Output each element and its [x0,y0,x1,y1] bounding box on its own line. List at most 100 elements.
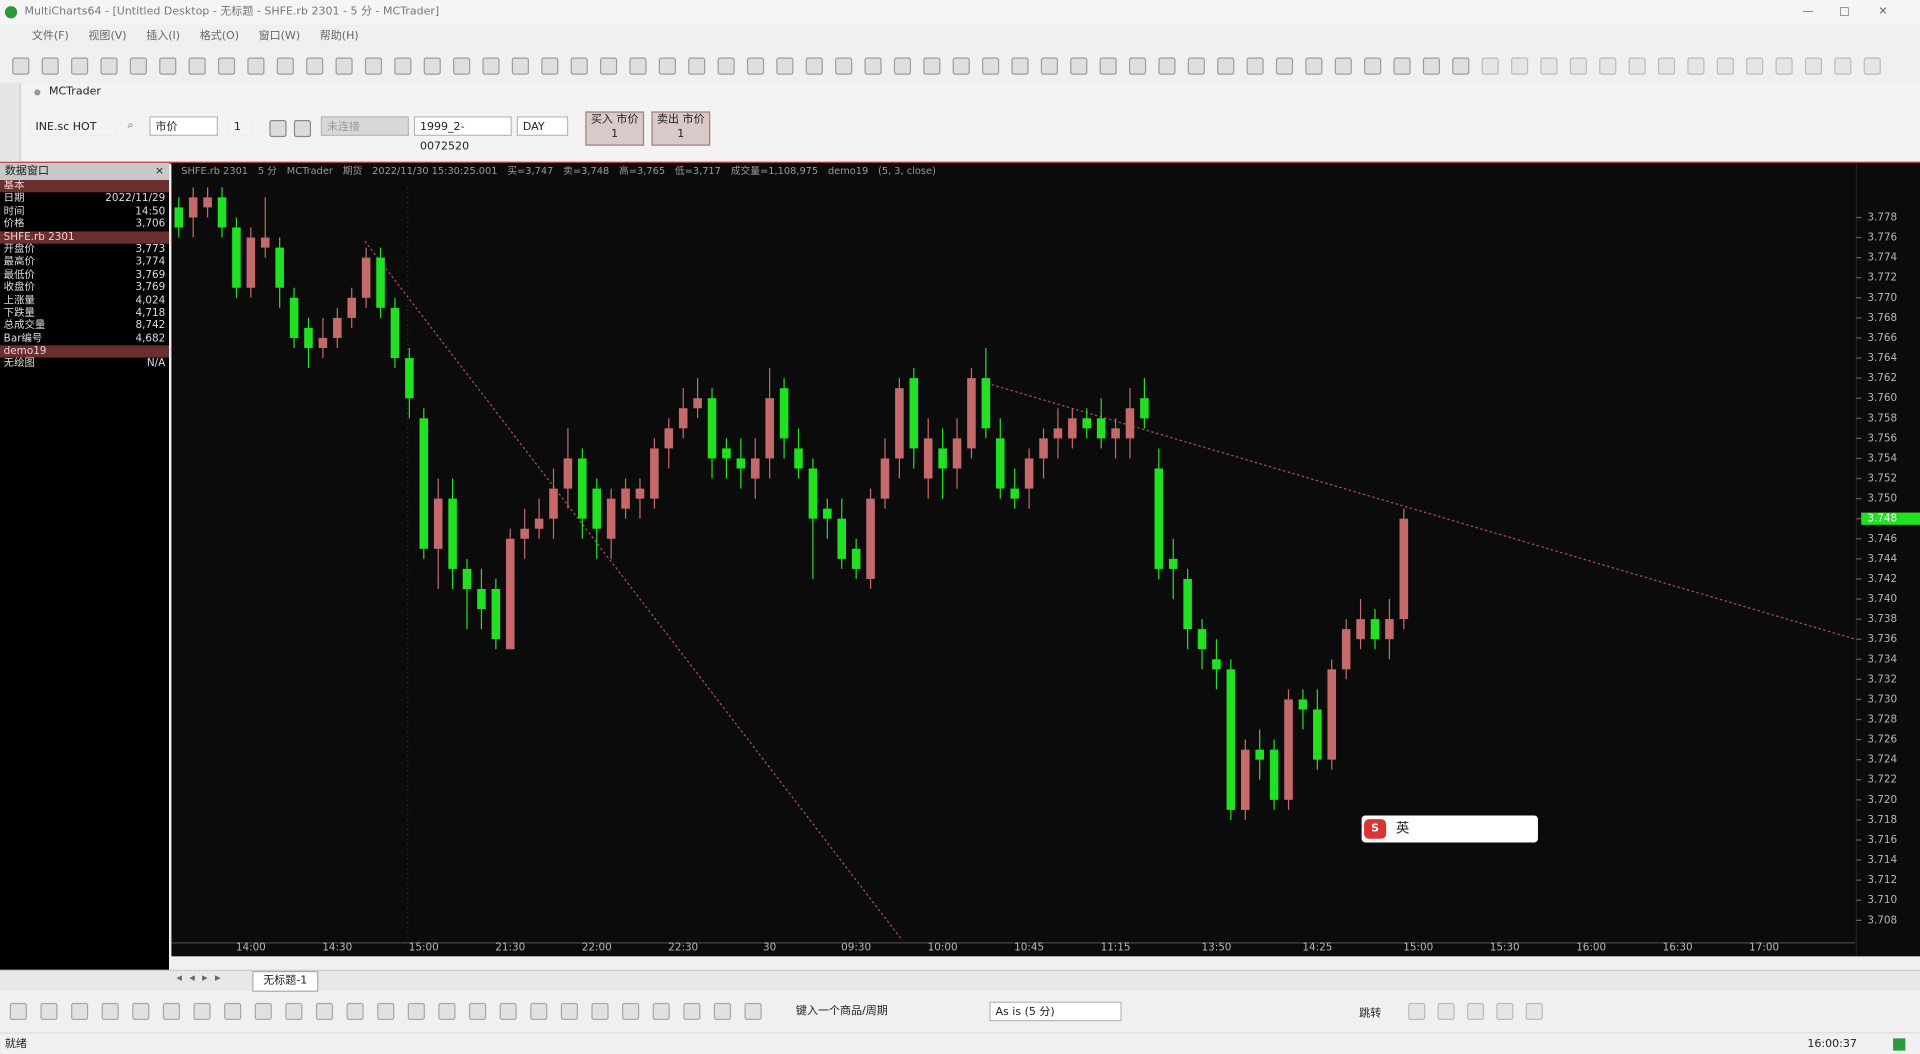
toolbar-button[interactable] [1187,57,1205,75]
toolbar-button[interactable] [1393,57,1411,75]
toolbar-button[interactable] [1217,57,1235,75]
ime-mode[interactable]: 英 [1395,820,1410,837]
drawing-tool[interactable] [744,1002,762,1021]
toolbar-button[interactable] [1364,57,1382,75]
toolbar-button[interactable] [1716,57,1734,75]
toolbar-button[interactable] [188,57,206,75]
toolbar-button[interactable] [71,57,89,75]
toolbar-button[interactable] [335,57,353,75]
toolbar-button[interactable] [1246,57,1264,75]
toolbar-button[interactable] [1481,57,1499,75]
toolbar-button[interactable] [100,57,118,75]
nav-button[interactable] [1466,1002,1485,1021]
drawing-tool[interactable] [560,1002,578,1021]
toolbar-button[interactable] [923,57,941,75]
toolbar-button[interactable] [1511,57,1529,75]
drawing-tool[interactable] [132,1002,150,1021]
toolbar-button[interactable] [1775,57,1793,75]
toolbar-button[interactable] [306,57,324,75]
toolbar-button[interactable] [717,57,735,75]
toolbar-button[interactable] [688,57,706,75]
toolbar-button[interactable] [541,57,559,75]
toolbar-button[interactable] [1099,57,1117,75]
order-type-select[interactable]: 市价 [149,116,218,136]
drawing-tool[interactable] [346,1002,364,1021]
jump-button[interactable]: 跳转 [1359,1007,1382,1021]
drawing-tool[interactable] [71,1002,89,1021]
drawing-tool[interactable] [377,1002,395,1021]
toolbar-button[interactable] [982,57,1000,75]
toolbar-button[interactable] [247,57,265,75]
drawing-tool[interactable] [683,1002,701,1021]
toolbar-button[interactable] [511,57,529,75]
toolbar-button[interactable] [658,57,676,75]
drawing-tool[interactable] [101,1002,119,1021]
drawing-tool[interactable] [40,1002,58,1021]
toolbar-button[interactable] [1334,57,1352,75]
toolbar-button[interactable] [482,57,500,75]
menu-item[interactable]: 窗口(W) [258,30,301,43]
toolbar-button[interactable] [1863,57,1881,75]
menu-item[interactable]: 视图(V) [88,30,127,43]
toolbar-button[interactable] [893,57,912,75]
symbol-field[interactable]: INE.sc HOT [29,116,118,136]
toolbar-button[interactable] [423,57,441,75]
toolbar-button[interactable] [570,57,588,75]
drawing-tool[interactable] [193,1002,211,1021]
toolbar-button[interactable] [1275,57,1294,75]
toolbar-button[interactable] [1628,57,1646,75]
menu-item[interactable]: 格式(O) [199,30,240,43]
toolbar-button[interactable] [1070,57,1088,75]
trend-line[interactable] [986,382,1856,640]
toolbar-button[interactable] [1746,57,1764,75]
toolbar-button[interactable] [394,57,412,75]
drawing-tool[interactable] [407,1002,425,1021]
trend-line[interactable] [364,240,903,941]
toolbar-button[interactable] [746,57,765,75]
drawing-tool[interactable] [315,1002,334,1021]
drawing-tool[interactable] [162,1002,181,1021]
toolbar-button[interactable] [629,57,647,75]
toolbar-button[interactable] [1040,57,1058,75]
toolbar-button[interactable] [1599,57,1617,75]
toolbar-button[interactable] [1128,57,1147,75]
sheet-tab[interactable]: 无标题-1 [252,971,319,992]
drawing-tool[interactable] [530,1002,548,1021]
quantity-field[interactable]: 1 [227,116,253,136]
toolbar-button[interactable] [1657,57,1676,75]
close-button[interactable]: ✕ [1878,6,1888,19]
maximize-button[interactable]: □ [1839,6,1850,19]
nav-button[interactable] [1525,1002,1543,1021]
toolbar-button[interactable] [1687,57,1705,75]
drawing-tool[interactable] [591,1002,609,1021]
symbol-input[interactable]: 键入一个商品/周期 [791,1001,926,1022]
data-window-close[interactable]: × [154,165,165,178]
toolbar-button[interactable] [217,57,236,75]
nav-button[interactable] [1496,1002,1514,1021]
toolbar-button[interactable] [600,57,618,75]
drawing-tool[interactable] [652,1002,670,1021]
account-select[interactable]: 1999_2-0072520 [413,116,512,153]
toolbar-button[interactable] [1540,57,1558,75]
resolution-select[interactable]: As is (5 分) [989,1001,1122,1022]
toolbar-button[interactable] [952,57,970,75]
tab-nav[interactable]: ◂◂▸▸ [176,972,228,985]
nav-button[interactable] [1437,1002,1455,1021]
menu-item[interactable]: 帮助(H) [319,30,359,43]
toolbar-button[interactable] [276,57,294,75]
drawing-tool[interactable] [622,1002,640,1021]
toolbar-button[interactable] [1834,57,1852,75]
toolbar-button[interactable] [1011,57,1029,75]
toolbar-button[interactable] [1422,57,1441,75]
toolbar-button[interactable] [41,57,59,75]
toolbar-button[interactable] [1158,57,1176,75]
toolbar-button[interactable] [835,57,853,75]
toolbar-button[interactable] [1305,57,1323,75]
toolbar-button[interactable] [364,57,383,75]
toolbar-button[interactable] [1569,57,1587,75]
toolbar-button[interactable] [1452,57,1470,75]
settings-icon[interactable] [269,120,287,138]
toolbar-button[interactable] [1804,57,1823,75]
toolbar-button[interactable] [776,57,794,75]
drawing-tool[interactable] [713,1002,732,1021]
